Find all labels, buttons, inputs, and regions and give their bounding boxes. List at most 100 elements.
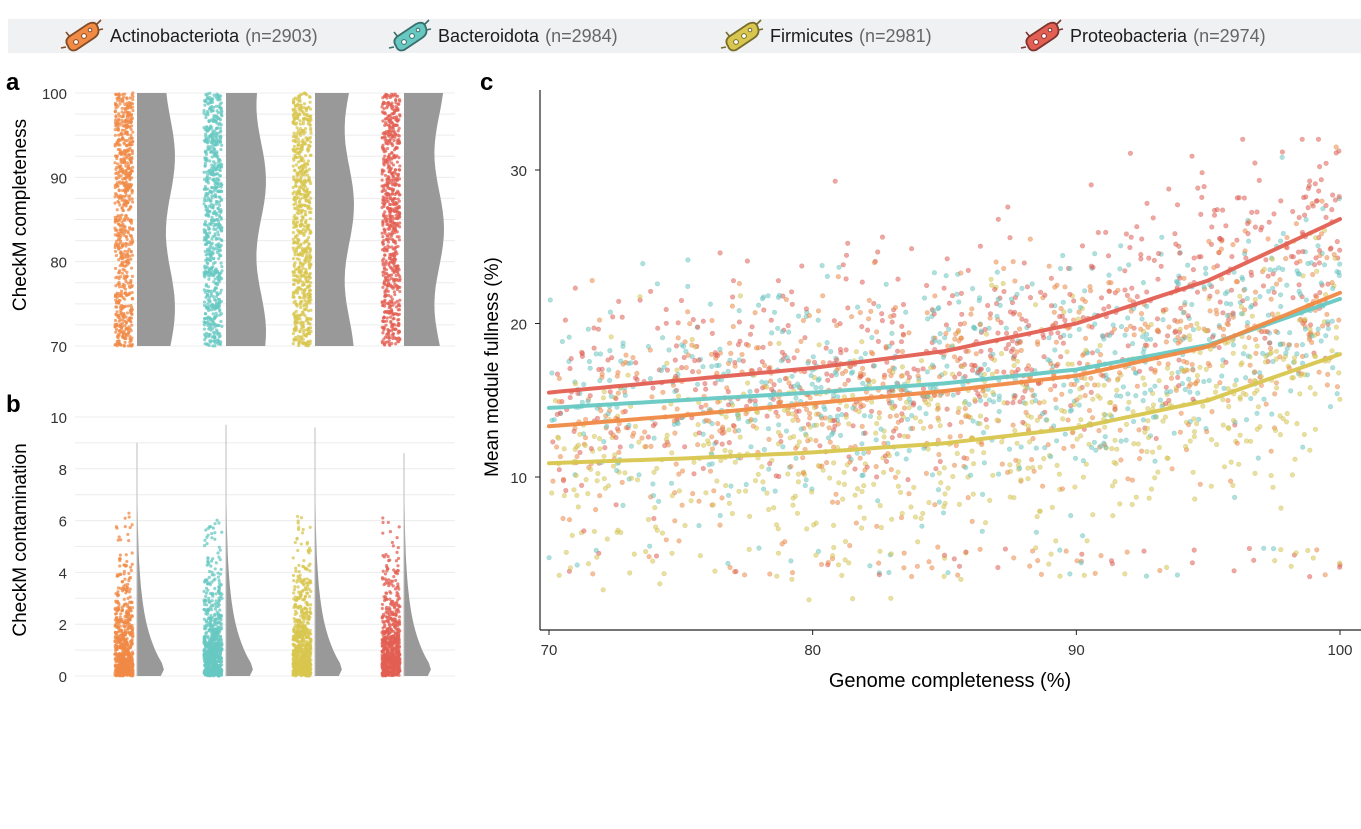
data-point (206, 102, 211, 106)
data-point (294, 671, 298, 675)
data-point (300, 92, 304, 96)
data-point (394, 168, 398, 172)
data-point (211, 655, 216, 659)
data-point (297, 286, 301, 290)
data-point (128, 219, 133, 223)
data-point (120, 254, 124, 258)
data-point (299, 643, 303, 647)
data-point (292, 651, 296, 655)
data-point (123, 283, 127, 288)
data-point (116, 282, 120, 286)
data-point (121, 661, 126, 665)
data-point (296, 620, 300, 625)
data-point (117, 671, 121, 675)
data-point (388, 94, 392, 98)
data-point (292, 295, 296, 299)
data-point (307, 635, 311, 639)
data-point (298, 112, 302, 116)
data-point (388, 343, 392, 347)
data-point (302, 597, 307, 601)
data-point (218, 648, 222, 653)
data-point (387, 232, 391, 236)
data-point (121, 136, 125, 140)
data-point (394, 570, 398, 574)
data-point (116, 245, 121, 249)
data-point (295, 631, 299, 635)
data-point (380, 300, 384, 304)
data-point (205, 176, 209, 180)
data-point (388, 625, 392, 630)
data-point (301, 173, 305, 177)
data-point (117, 652, 121, 656)
data-point (129, 106, 133, 110)
data-point (392, 669, 396, 674)
data-point (203, 670, 207, 674)
data-point (309, 589, 313, 593)
data-point (300, 589, 305, 593)
data-point (307, 235, 311, 240)
data-point (384, 192, 388, 196)
data-point (390, 142, 394, 146)
data-point (381, 258, 385, 262)
data-point (115, 344, 119, 348)
data-point (392, 129, 396, 133)
data-point (203, 270, 208, 274)
data-point (308, 275, 312, 280)
data-point (124, 667, 128, 671)
data-point (206, 526, 210, 530)
data-point (390, 325, 394, 329)
data-point (119, 665, 123, 669)
data-point (292, 651, 296, 656)
data-point (125, 124, 129, 128)
data-point (117, 671, 121, 675)
data-point (297, 649, 301, 653)
data-point (385, 287, 389, 291)
data-point (211, 624, 215, 628)
data-point (119, 646, 123, 650)
data-point (118, 235, 122, 240)
data-point (292, 617, 296, 621)
data-point (129, 609, 133, 613)
data-point (213, 634, 217, 638)
data-point (204, 132, 208, 136)
data-point (398, 604, 402, 609)
data-point (297, 644, 301, 649)
data-point (298, 103, 302, 107)
data-point (294, 181, 298, 185)
data-point (300, 659, 305, 663)
data-point (216, 126, 220, 130)
data-point (216, 672, 220, 676)
data-point (218, 656, 223, 660)
data-point (122, 202, 126, 206)
data-point (301, 656, 305, 660)
data-point (219, 112, 224, 117)
data-point (215, 270, 219, 274)
y-tick-label: 100 (42, 86, 67, 103)
data-point (122, 645, 126, 650)
data-point (216, 601, 221, 605)
data-point (124, 661, 128, 665)
data-point (389, 309, 393, 314)
data-point (386, 238, 390, 242)
data-point (202, 303, 207, 308)
data-point (208, 672, 213, 676)
data-point (124, 171, 129, 175)
data-point (212, 651, 217, 656)
data-point (397, 183, 401, 188)
data-point (203, 645, 208, 650)
data-point (210, 185, 214, 190)
data-point (307, 316, 311, 321)
data-point (121, 631, 125, 635)
data-point (129, 669, 134, 673)
data-point (113, 343, 117, 347)
data-point (126, 627, 130, 631)
data-point (214, 227, 218, 232)
data-point (305, 601, 309, 605)
data-point (305, 670, 309, 674)
data-point (386, 273, 391, 277)
data-point (208, 638, 212, 642)
data-point (388, 209, 392, 213)
data-point (121, 98, 125, 102)
data-point (124, 668, 128, 673)
data-point (118, 658, 122, 662)
